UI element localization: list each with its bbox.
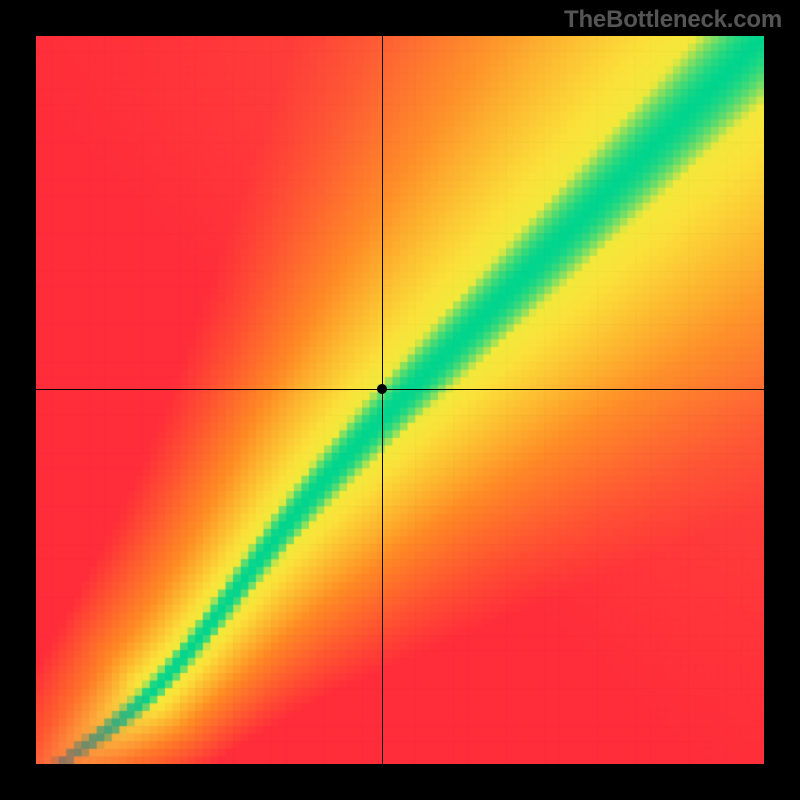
chart-frame: TheBottleneck.com [0,0,800,800]
bottleneck-heatmap [36,36,764,764]
crosshair-vertical [382,36,383,764]
crosshair-dot [377,384,387,394]
plot-area [36,36,764,764]
crosshair-horizontal [36,389,764,390]
watermark-text: TheBottleneck.com [564,6,782,34]
